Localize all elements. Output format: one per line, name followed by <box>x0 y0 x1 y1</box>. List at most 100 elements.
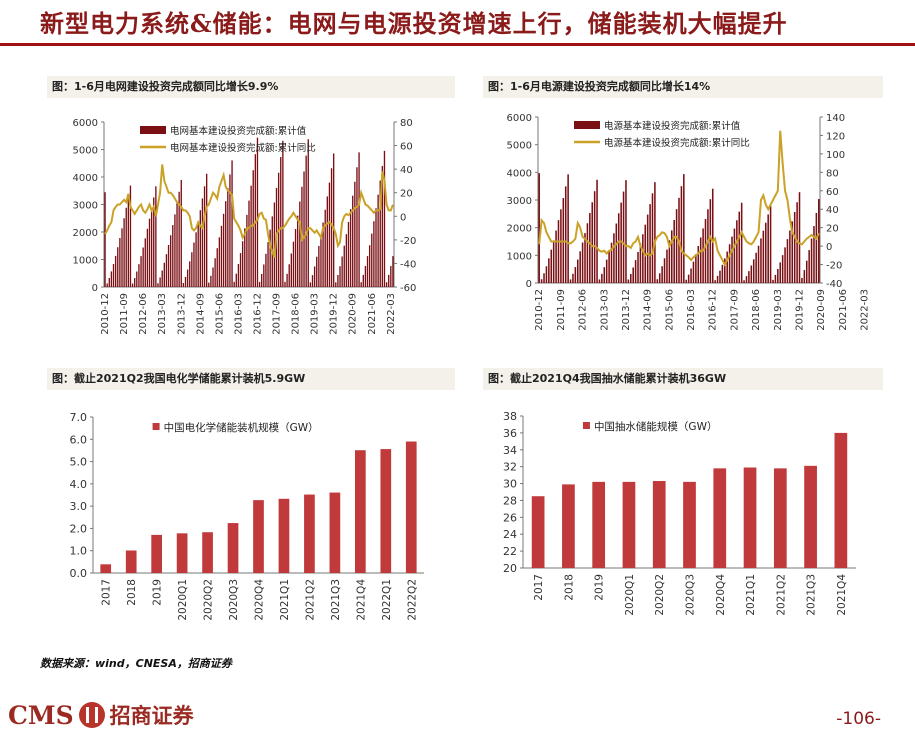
bar <box>574 267 577 283</box>
bar <box>385 282 388 287</box>
bar <box>675 209 678 283</box>
page-title: 新型电力系统&储能：电网与电源投资增速上行，储能装机大幅提升 <box>40 9 788 38</box>
bar <box>125 207 127 287</box>
bar <box>707 209 709 283</box>
bar <box>695 254 697 283</box>
x-tick-label: 2019-12 <box>795 289 806 331</box>
x-tick-label: 2017 <box>533 574 545 601</box>
y-tick-label-right: -60 <box>400 283 416 294</box>
bar <box>227 188 229 287</box>
bar <box>328 182 331 287</box>
bar <box>195 232 197 287</box>
bar <box>286 273 288 287</box>
bar <box>343 245 345 287</box>
bar <box>136 271 138 287</box>
bar <box>167 244 170 287</box>
bar <box>579 251 581 283</box>
x-tick-label: 2021Q3 <box>330 579 342 621</box>
bar <box>129 185 132 287</box>
bar <box>702 228 704 283</box>
bar <box>347 221 350 287</box>
bar <box>316 256 318 287</box>
bar <box>685 279 687 283</box>
bar <box>341 256 343 287</box>
bar <box>596 179 598 283</box>
bar <box>161 270 163 287</box>
bar <box>781 255 784 283</box>
bar <box>244 228 246 287</box>
y-tick-label-left: 6000 <box>507 113 532 124</box>
x-tick-label: 2020Q2 <box>203 579 215 621</box>
bar <box>538 173 540 283</box>
bar <box>339 266 341 287</box>
bar <box>632 267 634 283</box>
x-tick-label: 2014-09 <box>195 293 206 335</box>
bar <box>673 220 675 283</box>
x-tick-label: 2021Q2 <box>304 579 316 621</box>
bar <box>322 222 324 287</box>
x-tick-label: 2017-09 <box>272 293 283 335</box>
y-tick-label: 1.0 <box>70 545 88 558</box>
bar <box>368 245 371 287</box>
y-tick-label: 30 <box>503 478 517 491</box>
bar <box>231 160 233 287</box>
bar <box>263 264 265 287</box>
y-tick-label-left: 3000 <box>73 201 98 212</box>
y-tick-label: 5.0 <box>70 456 88 469</box>
bar <box>208 282 210 287</box>
bar <box>757 245 760 283</box>
bar <box>654 182 656 283</box>
bar <box>581 242 584 283</box>
bar <box>808 250 810 283</box>
bar <box>789 230 791 283</box>
bar <box>108 277 110 287</box>
bar <box>622 191 625 283</box>
x-tick-label: 2016-12 <box>253 293 264 335</box>
bar <box>755 252 757 283</box>
x-tick-label: 2021Q1 <box>745 574 757 616</box>
x-tick-label: 2021Q2 <box>775 574 787 616</box>
x-tick-label: 2019-03 <box>310 293 321 335</box>
bar <box>199 210 201 287</box>
chart-panel-power-source-investment: 图：1-6月电源建设投资完成额同比增长14% 0 1000 2000 3000 4000… <box>483 76 883 354</box>
x-tick-label: 2018 <box>563 574 575 601</box>
x-tick-label: 2018-06 <box>291 293 302 335</box>
bar <box>637 252 639 283</box>
bar <box>250 185 252 287</box>
bar <box>252 170 254 287</box>
bar <box>603 267 606 283</box>
x-tick-label: 2020-09 <box>816 289 827 331</box>
bar <box>349 209 352 287</box>
bar <box>202 532 213 573</box>
bar <box>779 262 781 283</box>
bar <box>114 255 117 287</box>
bar <box>299 201 301 287</box>
bar <box>803 270 806 283</box>
bar <box>280 157 282 287</box>
bar <box>687 274 690 283</box>
bar <box>668 240 671 283</box>
y-tick-label-right: -20 <box>826 261 842 272</box>
y-tick-label-right: 80 <box>400 118 413 129</box>
y-tick-label: 34 <box>503 444 517 457</box>
bar <box>713 468 727 568</box>
y-tick-label: 7.0 <box>70 411 88 424</box>
bar <box>278 498 290 573</box>
bar <box>560 209 562 283</box>
chart-title: 图：1-6月电网建设投资完成额同比增长9.9% <box>47 76 455 98</box>
x-tick-label: 2010-12 <box>100 293 111 335</box>
bar <box>813 226 815 283</box>
bar <box>326 196 328 287</box>
bar <box>719 270 721 283</box>
y-tick-label-right: 60 <box>400 142 413 153</box>
bar <box>772 279 774 283</box>
bar <box>248 200 250 287</box>
y-tick-label-right: -40 <box>826 279 842 290</box>
bar <box>375 208 377 287</box>
bar <box>704 219 707 283</box>
bar <box>786 239 789 283</box>
bar <box>777 269 779 283</box>
bar <box>750 265 753 283</box>
x-tick-label: 2020Q3 <box>685 574 697 616</box>
bar <box>699 237 702 283</box>
